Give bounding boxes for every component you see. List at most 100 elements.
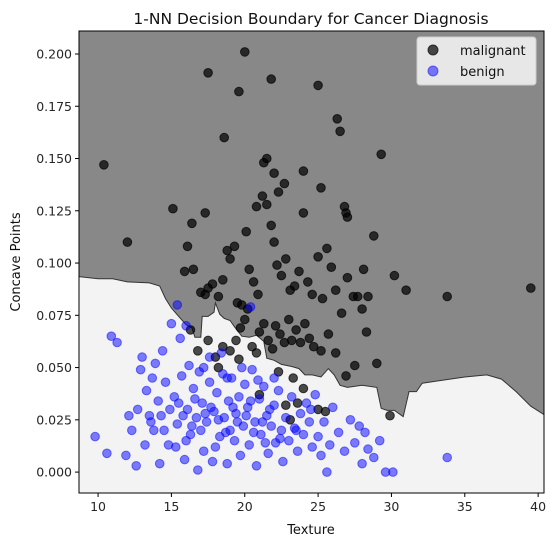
point-benign xyxy=(196,425,206,436)
x-tick-label: 25 xyxy=(310,499,326,514)
point-malignant xyxy=(270,321,281,331)
point-benign xyxy=(325,440,335,450)
plot-frame xyxy=(78,30,545,494)
point-malignant xyxy=(326,262,337,273)
point-malignant xyxy=(350,360,360,371)
point-benign xyxy=(207,456,218,467)
point-malignant xyxy=(288,373,299,383)
point-benign xyxy=(176,371,187,381)
point-malignant xyxy=(442,291,453,302)
x-tick-label: 40 xyxy=(530,499,546,514)
point-malignant xyxy=(225,346,235,356)
point-malignant xyxy=(203,68,213,78)
point-malignant xyxy=(332,114,343,124)
point-benign xyxy=(154,458,165,469)
point-benign xyxy=(228,402,238,413)
point-malignant xyxy=(279,178,290,189)
point-malignant xyxy=(389,270,400,281)
point-benign xyxy=(245,396,256,406)
point-malignant xyxy=(122,237,133,247)
point-malignant xyxy=(188,264,199,275)
point-benign xyxy=(254,394,265,404)
point-benign xyxy=(363,444,373,454)
point-benign xyxy=(204,377,215,388)
point-benign xyxy=(248,427,259,438)
point-malignant xyxy=(218,275,228,285)
point-benign xyxy=(276,425,287,436)
point-benign xyxy=(350,438,360,448)
point-malignant xyxy=(286,335,297,346)
point-benign xyxy=(369,452,379,463)
y-tick-label: 0.200 xyxy=(36,46,72,61)
point-malignant xyxy=(273,187,284,197)
x-axis: 10 15 20 25 30 35 40 xyxy=(90,493,546,514)
point-benign xyxy=(442,452,453,463)
point-malignant xyxy=(281,254,291,264)
point-malignant xyxy=(526,283,536,293)
point-benign xyxy=(218,369,228,379)
point-malignant xyxy=(200,208,210,218)
point-malignant xyxy=(193,346,203,356)
point-malignant xyxy=(272,260,282,270)
point-benign xyxy=(137,352,147,362)
point-benign xyxy=(247,364,257,375)
point-benign xyxy=(187,421,197,431)
point-benign xyxy=(388,467,398,477)
point-benign xyxy=(333,427,344,438)
point-benign xyxy=(188,383,199,394)
point-malignant xyxy=(248,277,259,287)
point-benign xyxy=(191,412,202,423)
point-malignant xyxy=(307,289,318,300)
point-malignant xyxy=(330,348,341,358)
point-malignant xyxy=(358,264,369,275)
point-malignant xyxy=(182,241,193,252)
legend-marker-benign xyxy=(427,65,439,77)
point-malignant xyxy=(376,149,387,160)
point-benign xyxy=(229,435,240,446)
point-benign xyxy=(237,362,247,373)
point-benign xyxy=(156,410,166,421)
point-malignant xyxy=(99,160,109,170)
point-benign xyxy=(345,415,356,425)
point-benign xyxy=(253,375,263,385)
point-malignant xyxy=(251,348,262,358)
point-malignant xyxy=(284,314,294,325)
point-benign xyxy=(132,404,143,415)
point-malignant xyxy=(219,132,229,143)
point-malignant xyxy=(369,231,379,241)
point-benign xyxy=(159,425,169,436)
point-malignant xyxy=(241,226,251,237)
point-malignant xyxy=(298,208,309,218)
point-benign xyxy=(150,358,161,369)
point-benign xyxy=(141,385,152,396)
point-benign xyxy=(278,456,288,467)
point-benign xyxy=(244,440,254,450)
point-benign xyxy=(339,446,350,457)
point-malignant xyxy=(363,291,373,302)
benign-region xyxy=(79,276,544,493)
point-malignant xyxy=(263,335,274,346)
point-benign xyxy=(273,385,284,396)
point-benign xyxy=(292,446,303,457)
legend: malignant benign xyxy=(416,36,537,86)
point-benign xyxy=(245,302,256,312)
point-benign xyxy=(121,450,131,461)
y-tick-label: 0.150 xyxy=(36,151,72,166)
point-malignant xyxy=(303,277,313,287)
point-benign xyxy=(153,396,163,406)
point-benign xyxy=(135,364,146,375)
point-benign xyxy=(127,425,137,436)
point-malignant xyxy=(308,341,319,352)
point-benign xyxy=(197,398,207,408)
point-malignant xyxy=(291,325,301,335)
point-malignant xyxy=(352,291,363,302)
x-tick-label: 30 xyxy=(383,499,399,514)
point-benign xyxy=(131,461,141,471)
point-benign xyxy=(213,415,224,425)
point-malignant xyxy=(253,289,263,300)
point-malignant xyxy=(203,335,213,346)
point-benign xyxy=(232,417,243,427)
point-benign xyxy=(313,431,323,442)
point-benign xyxy=(269,373,279,383)
point-benign xyxy=(275,433,285,444)
